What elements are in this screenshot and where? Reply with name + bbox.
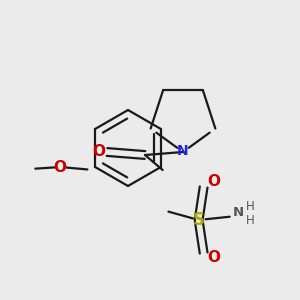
Text: N: N bbox=[177, 144, 189, 158]
Text: N: N bbox=[233, 206, 244, 218]
Text: O: O bbox=[92, 145, 106, 160]
Text: H: H bbox=[246, 214, 255, 227]
Text: O: O bbox=[53, 160, 66, 175]
Text: S: S bbox=[193, 211, 205, 229]
Text: O: O bbox=[207, 250, 220, 266]
Text: O: O bbox=[207, 175, 220, 190]
Text: H: H bbox=[246, 200, 255, 212]
